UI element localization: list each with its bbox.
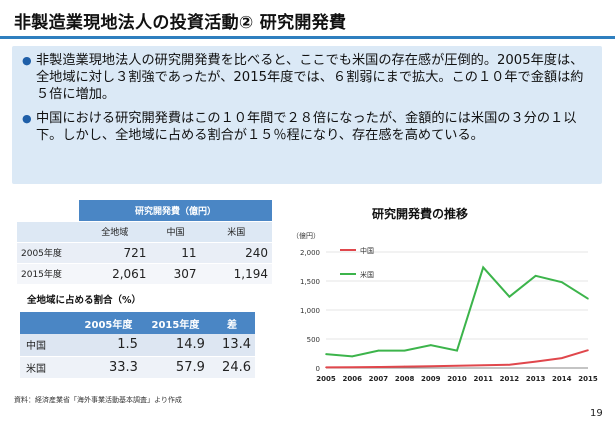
data-point (377, 349, 380, 352)
data-point (561, 357, 563, 359)
data-point (430, 344, 432, 346)
table-cell: 24.6 (208, 356, 255, 379)
x-tick-label: 2009 (421, 375, 441, 383)
rd-expense-table: 研究開発費（億円） 全地域 中国 米国 2005年度 721 11 240 20… (17, 200, 272, 285)
table-row: 中国 1.5 14.9 13.4 (20, 334, 255, 357)
table-row: 2005年度 721 11 240 (17, 242, 272, 264)
bullet-text: 非製造業現地法人の研究開発費を比べると、ここでも米国の存在感が圧倒的。2005年… (36, 53, 584, 102)
data-point (534, 360, 537, 363)
x-tick-label: 2010 (447, 375, 467, 383)
data-point (430, 365, 432, 368)
data-point (534, 274, 537, 277)
x-tick-label: 2011 (473, 375, 493, 383)
share-table-caption: 全地域に占める割合（%） (27, 295, 142, 306)
table-cell: 13.4 (208, 334, 255, 357)
share-col-header: 差 (208, 312, 255, 334)
data-point (508, 295, 511, 298)
x-tick-label: 2006 (342, 375, 362, 383)
data-point (456, 364, 458, 367)
table-cell: 240 (200, 242, 272, 264)
data-point (351, 355, 353, 358)
page-number: 19 (590, 408, 603, 419)
x-tick-label: 2012 (500, 375, 520, 383)
x-tick-label: 2013 (526, 375, 546, 383)
row-label: 2015年度 (17, 263, 79, 285)
x-tick-label: 2008 (395, 375, 415, 383)
rd-table-header: 研究開発費（億円） (79, 200, 272, 222)
row-label: 米国 (20, 356, 75, 379)
table-cell: 14.9 (141, 334, 209, 357)
bullet-text: 中国における研究開発費はこの１０年間で２８倍になったが、金額的には米国の３分の１… (36, 111, 577, 143)
slide-title: 非製造業現地法人の投資活動② 研究開発費 (14, 13, 347, 33)
y-tick-label: 0 (316, 365, 320, 373)
rd-col-header: 米国 (200, 221, 272, 243)
table-cell: 2,061 (79, 263, 151, 285)
table-cell: 33.3 (75, 356, 142, 379)
legend-label: 中国 (360, 246, 374, 255)
y-tick-label: 2,000 (300, 249, 320, 257)
table-cell: 1.5 (75, 334, 142, 357)
data-point (377, 366, 380, 368)
data-point (403, 349, 406, 352)
data-point (325, 353, 327, 355)
data-point (403, 365, 406, 368)
table-cell: 721 (79, 242, 151, 264)
table-cell: 11 (150, 242, 201, 264)
table-cell: 1,194 (200, 263, 272, 285)
chart-title: 研究開発費の推移 (372, 207, 469, 221)
table-row: 2015年度 2,061 307 1,194 (17, 263, 272, 285)
bullet-item: ● 中国における研究開発費はこの１０年間で２８倍になったが、金額的には米国の３分… (22, 110, 592, 144)
y-tick-label: 1,000 (300, 307, 320, 315)
y-tick-label: 500 (307, 336, 320, 344)
data-point (325, 366, 327, 369)
share-col-header: 2015年度 (141, 312, 209, 334)
title-rule (0, 36, 615, 39)
share-table: 2005年度 2015年度 差 中国 1.5 14.9 13.4 米国 33.3… (20, 312, 255, 379)
data-point (587, 349, 589, 351)
data-point (351, 366, 353, 369)
y-axis-unit-label: （億円） (292, 231, 320, 240)
bullet-dot-icon: ● (22, 112, 32, 125)
legend-label: 米国 (360, 270, 374, 279)
bullet-item: ● 非製造業現地法人の研究開発費を比べると、ここでも米国の存在感が圧倒的。200… (22, 52, 592, 103)
data-point (508, 364, 511, 366)
data-point (482, 266, 484, 269)
data-point (482, 364, 484, 367)
data-point (561, 281, 563, 283)
y-tick-label: 1,500 (300, 278, 320, 286)
x-tick-label: 2014 (552, 375, 572, 383)
rd-col-header: 中国 (150, 221, 201, 243)
share-col-header: 2005年度 (75, 312, 142, 334)
rd-trend-chart: （億円） 0 500 1,000 1,500 2,000 2005 2006 2007 2008 2… (292, 231, 598, 383)
summary-box: ● 非製造業現地法人の研究開発費を比べると、ここでも米国の存在感が圧倒的。200… (12, 46, 602, 184)
data-point (456, 349, 458, 352)
data-point (587, 297, 589, 300)
row-label: 中国 (20, 334, 75, 357)
x-tick-label: 2015 (578, 375, 598, 383)
rd-col-header: 全地域 (79, 221, 151, 243)
x-tick-label: 2005 (316, 375, 336, 383)
table-cell: 57.9 (141, 356, 209, 379)
source-note: 資料：経済産業省「海外事業活動基本調査」より作成 (14, 396, 182, 404)
row-label: 2005年度 (17, 242, 79, 264)
table-cell: 307 (150, 263, 201, 285)
bullet-dot-icon: ● (22, 54, 32, 67)
x-tick-label: 2007 (369, 375, 389, 383)
table-row: 米国 33.3 57.9 24.6 (20, 356, 255, 379)
